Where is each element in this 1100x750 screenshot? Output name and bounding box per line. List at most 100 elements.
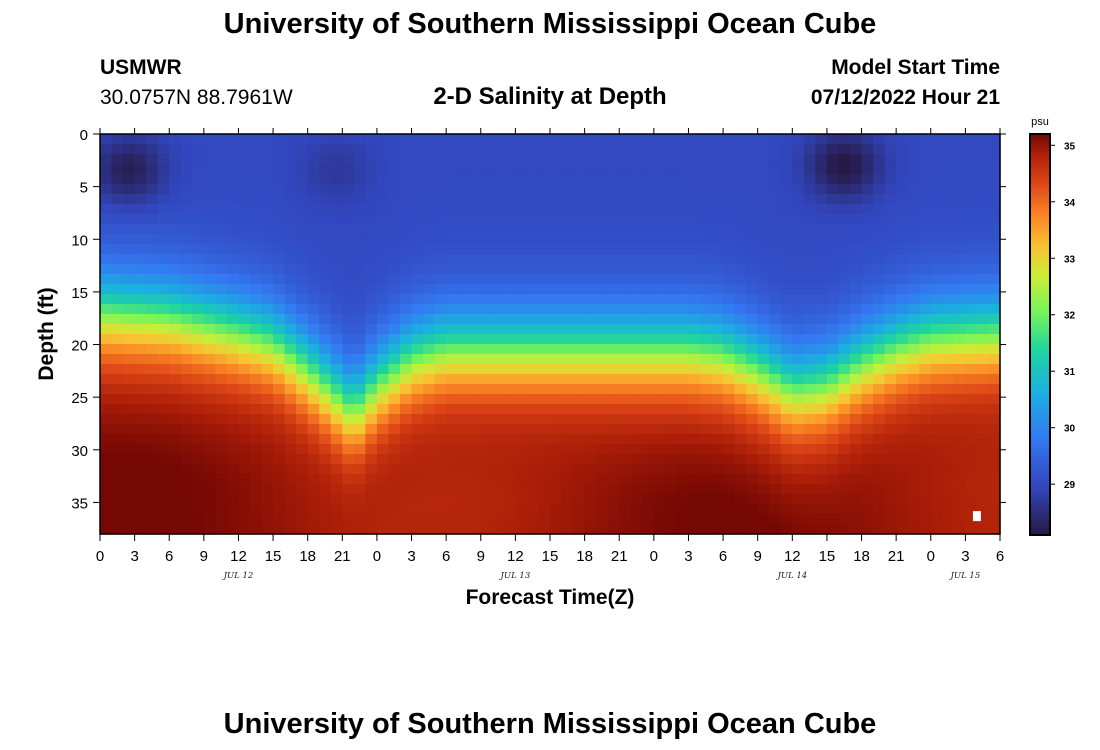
heatmap-cell bbox=[953, 494, 966, 505]
heatmap-cell bbox=[353, 464, 366, 475]
heatmap-cell bbox=[215, 194, 228, 205]
heatmap-cell bbox=[746, 404, 759, 415]
heatmap-cell bbox=[757, 514, 770, 525]
heatmap-cell bbox=[700, 444, 713, 455]
x-tick-label: 3 bbox=[961, 548, 969, 565]
heatmap-cell bbox=[215, 334, 228, 345]
heatmap-cell bbox=[711, 294, 724, 305]
heatmap-cell bbox=[965, 434, 978, 445]
heatmap-cell bbox=[873, 364, 886, 375]
heatmap-cell bbox=[157, 294, 170, 305]
heatmap-cell bbox=[550, 494, 563, 505]
heatmap-cell bbox=[688, 424, 701, 435]
heatmap-cell bbox=[815, 424, 828, 435]
heatmap-cell bbox=[930, 504, 943, 515]
heatmap-cell bbox=[469, 364, 482, 375]
heatmap-cell bbox=[365, 354, 378, 365]
heatmap-cell bbox=[157, 284, 170, 295]
heatmap-cell bbox=[780, 474, 793, 485]
heatmap-cell bbox=[284, 304, 297, 315]
heatmap-cell bbox=[169, 314, 182, 325]
heatmap-cell bbox=[330, 174, 343, 185]
heatmap-cell bbox=[930, 494, 943, 505]
heatmap-cell bbox=[469, 194, 482, 205]
colorbar-tick-label: 30 bbox=[1064, 424, 1076, 435]
heatmap-cell bbox=[376, 424, 390, 435]
heatmap-cell bbox=[446, 264, 459, 275]
heatmap-cell bbox=[180, 384, 193, 395]
heatmap-cell bbox=[169, 344, 182, 355]
heatmap-cell bbox=[411, 494, 424, 505]
heatmap-cell bbox=[700, 354, 713, 365]
heatmap-cell bbox=[780, 334, 793, 345]
heatmap-cell bbox=[746, 344, 759, 355]
heatmap-cell bbox=[653, 254, 666, 265]
heatmap-cell bbox=[850, 504, 863, 515]
heatmap-cell bbox=[226, 494, 240, 505]
heatmap-cell bbox=[988, 344, 1001, 355]
heatmap-cell bbox=[884, 254, 897, 265]
heatmap-cell bbox=[503, 334, 516, 345]
heatmap-cell bbox=[157, 314, 170, 325]
heatmap-cell bbox=[342, 324, 355, 335]
heatmap-cell bbox=[273, 164, 286, 175]
heatmap-cell bbox=[792, 184, 805, 195]
heatmap-cell bbox=[538, 284, 551, 295]
heatmap-cell bbox=[757, 134, 770, 145]
heatmap-cell bbox=[676, 204, 690, 215]
x-tick-label: 18 bbox=[853, 548, 870, 565]
heatmap-cell bbox=[573, 304, 586, 315]
heatmap-cell bbox=[607, 174, 620, 185]
heatmap-cell bbox=[192, 184, 205, 195]
heatmap-cell bbox=[203, 514, 216, 525]
heatmap-cell bbox=[780, 434, 793, 445]
heatmap-cell bbox=[873, 484, 886, 495]
heatmap-cell bbox=[665, 384, 678, 395]
heatmap-cell bbox=[215, 374, 228, 385]
heatmap-cell bbox=[296, 154, 309, 165]
heatmap-cell bbox=[319, 224, 332, 235]
heatmap-cell bbox=[630, 284, 643, 295]
heatmap-cell bbox=[596, 164, 609, 175]
heatmap-cell bbox=[988, 264, 1001, 275]
heatmap-cell bbox=[850, 464, 863, 475]
heatmap-cell bbox=[792, 304, 805, 315]
heatmap-cell bbox=[526, 134, 540, 145]
x-tick-label: 9 bbox=[477, 548, 485, 565]
heatmap-cell bbox=[850, 474, 863, 485]
heatmap-cell bbox=[953, 324, 966, 335]
heatmap-cell bbox=[503, 354, 516, 365]
heatmap-cell bbox=[930, 424, 943, 435]
heatmap-cell bbox=[307, 184, 320, 195]
heatmap-cell bbox=[353, 304, 366, 315]
heatmap-cell bbox=[446, 134, 459, 145]
heatmap-cell bbox=[492, 484, 505, 495]
heatmap-cell bbox=[665, 184, 678, 195]
heatmap-cell bbox=[192, 134, 205, 145]
heatmap-cell bbox=[284, 354, 297, 365]
heatmap-cell bbox=[538, 474, 551, 485]
heatmap-cell bbox=[203, 394, 216, 405]
heatmap-cell bbox=[226, 414, 240, 425]
heatmap-cell bbox=[907, 304, 920, 315]
heatmap-cell bbox=[434, 314, 447, 325]
heatmap-cell bbox=[803, 284, 816, 295]
heatmap-cell bbox=[942, 504, 955, 515]
heatmap-cell bbox=[896, 494, 909, 505]
heatmap-cell bbox=[873, 264, 886, 275]
heatmap-cell bbox=[838, 184, 851, 195]
x-tick-label: 21 bbox=[888, 548, 905, 565]
heatmap-cell bbox=[307, 484, 320, 495]
heatmap-cell bbox=[169, 464, 182, 475]
heatmap-cell bbox=[400, 324, 413, 335]
heatmap-cell bbox=[896, 374, 909, 385]
heatmap-cell bbox=[723, 464, 736, 475]
heatmap-cell bbox=[642, 394, 655, 405]
heatmap-cell bbox=[953, 274, 966, 285]
heatmap-cell bbox=[330, 214, 343, 225]
heatmap-cell bbox=[538, 524, 551, 535]
heatmap-cell bbox=[215, 214, 228, 225]
page-title: University of Southern Mississippi Ocean… bbox=[223, 8, 877, 40]
heatmap-cell bbox=[988, 394, 1001, 405]
heatmap-cell bbox=[503, 344, 516, 355]
